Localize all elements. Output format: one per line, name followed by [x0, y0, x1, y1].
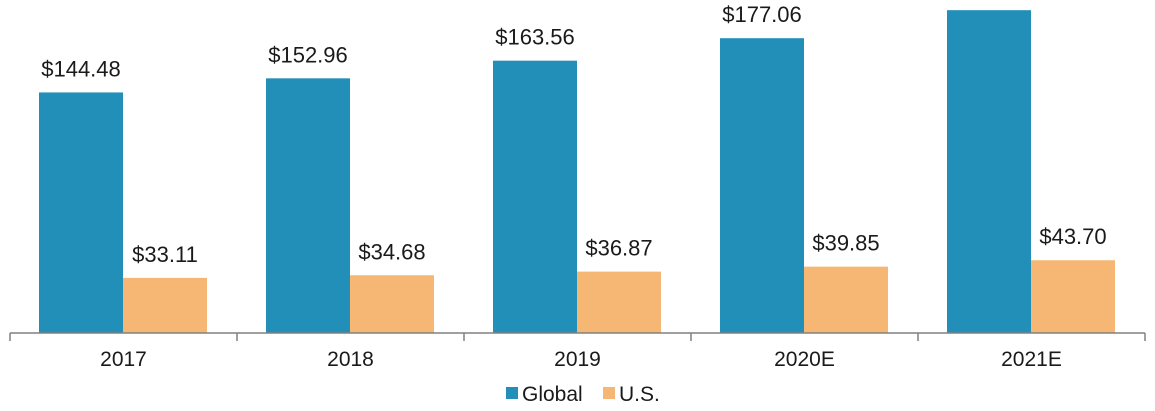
data-label-global-2019: $163.56 — [495, 25, 575, 50]
bar-u-s-2017 — [123, 277, 207, 333]
bar-u-s-2020e — [804, 266, 888, 333]
legend-swatch-global — [506, 387, 518, 399]
legend-swatch-u-s — [603, 387, 615, 399]
data-label-global-2017: $144.48 — [41, 56, 121, 81]
x-tick-label-2017: 2017 — [100, 348, 147, 371]
bar-u-s-2018 — [350, 275, 434, 333]
legend: Global U.S. — [506, 383, 660, 406]
data-label-u-s-2017: $33.11 — [132, 242, 198, 267]
x-tick-label-2019: 2019 — [554, 348, 601, 371]
legend-label-global: Global — [522, 383, 583, 406]
bar-global-2020e — [720, 38, 804, 333]
x-axis: 2017 2018 2019 2020E 2021E — [9, 332, 1146, 371]
bars-layer — [39, 10, 1115, 334]
bar-global-2019 — [493, 60, 577, 333]
bar-global-2017 — [39, 92, 123, 334]
data-labels-layer: $144.48 $33.11 $152.96 $34.68 $163.56 $36.87 $… — [41, 2, 1106, 267]
data-label-u-s-2021e: $43.70 — [1039, 224, 1106, 249]
data-label-u-s-2018: $34.68 — [358, 239, 425, 264]
bar-global-2021e — [947, 10, 1031, 333]
data-label-global-2020e: $177.06 — [722, 2, 802, 27]
x-tick-label-2020e: 2020E — [774, 348, 835, 371]
data-label-u-s-2020e: $39.85 — [812, 231, 879, 256]
x-tick-label-2018: 2018 — [327, 348, 374, 371]
x-tick-label-2021e: 2021E — [1001, 348, 1062, 371]
bar-u-s-2021e — [1031, 260, 1115, 333]
data-label-global-2018: $152.96 — [268, 42, 348, 67]
legend-label-u-s: U.S. — [619, 383, 660, 406]
bar-u-s-2019 — [577, 271, 661, 333]
bar-global-2018 — [266, 78, 350, 334]
data-label-u-s-2019: $36.87 — [585, 236, 652, 261]
